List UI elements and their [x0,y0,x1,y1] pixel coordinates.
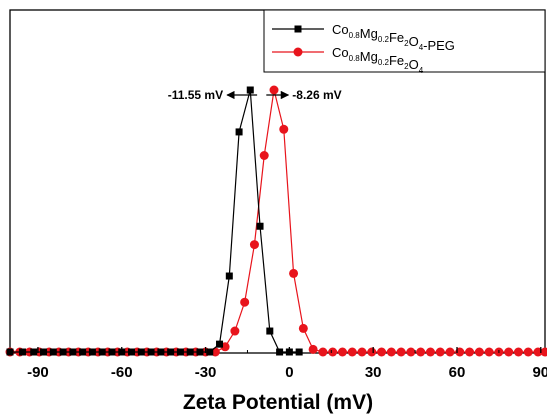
data-point [309,345,318,354]
data-point [436,348,445,357]
data-point [260,151,269,160]
x-tick-label: 0 [285,364,293,381]
data-point [7,349,14,356]
data-point [296,349,303,356]
data-point [236,128,243,135]
series-layer [6,86,547,357]
data-point [60,349,67,356]
data-point [187,349,194,356]
data-point [138,349,145,356]
x-tick-label: 90 [532,364,547,381]
data-point [206,349,213,356]
data-point [279,125,288,134]
data-point [167,349,174,356]
x-tick-label: -30 [195,364,217,381]
data-point [426,348,435,357]
x-tick-label: -90 [27,364,49,381]
data-point [541,348,547,357]
data-point [99,349,106,356]
series-line [10,90,545,352]
data-point [266,328,273,335]
data-point [524,348,533,357]
series-bare [6,86,547,357]
data-point [289,269,298,278]
data-point [475,348,484,357]
data-point [40,349,47,356]
data-point [30,349,37,356]
data-point [406,348,415,357]
x-axis-title: Zeta Potential (mV) [183,391,373,414]
data-point [328,348,337,357]
data-point [196,349,203,356]
data-point [338,348,347,357]
data-point [377,348,386,357]
data-point [514,348,523,357]
data-point [216,341,223,348]
data-point [397,348,406,357]
data-point [108,349,115,356]
data-point [348,348,357,357]
data-point [177,349,184,356]
data-point [299,324,308,333]
data-point [358,348,367,357]
annotation-label: -11.55 mV [168,88,223,102]
data-point [257,223,264,230]
data-point [50,349,57,356]
annotations: -11.55 mV -8.26 mV [168,88,342,102]
data-point [465,348,474,357]
data-point [89,349,96,356]
data-point [250,240,259,249]
x-tick-label: -60 [111,364,133,381]
annotation-label: -8.26 mV [292,88,341,102]
data-point [446,348,455,357]
data-point [485,348,494,357]
data-point [19,349,26,356]
data-point [230,327,239,336]
data-point [367,348,376,357]
data-point [270,86,279,95]
x-tick-label: 60 [449,364,466,381]
data-point [226,273,233,280]
data-point [240,298,249,307]
data-point [318,348,327,357]
data-point [128,349,135,356]
legend-marker [294,48,303,57]
data-point [276,349,283,356]
series-line [10,90,299,352]
data-point [504,348,513,357]
data-point [148,349,155,356]
series-peg [7,87,303,356]
x-tick-label: 30 [365,364,382,381]
data-point [69,349,76,356]
data-point [247,87,254,94]
data-point [387,348,396,357]
legend-marker [295,26,302,33]
data-point [416,348,425,357]
